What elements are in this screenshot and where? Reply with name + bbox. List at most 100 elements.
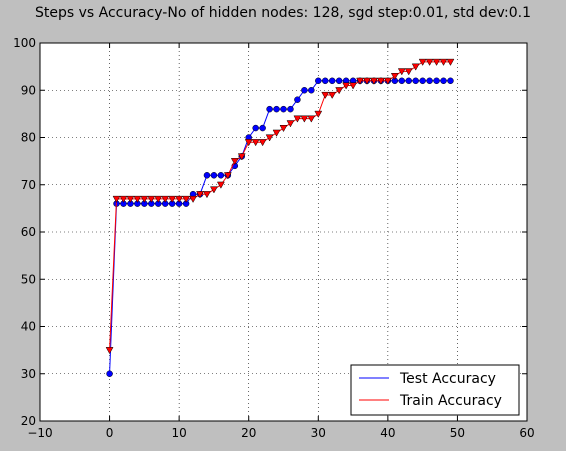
data-point-train-accuracy (161, 195, 170, 203)
data-point-test-accuracy (301, 87, 308, 94)
data-point-train-accuracy (147, 195, 156, 203)
data-point-train-accuracy (175, 195, 184, 203)
data-point-train-accuracy (105, 347, 114, 355)
y-tick-label: 80 (21, 131, 36, 145)
x-tick-label: −10 (27, 426, 52, 440)
y-tick-label: 100 (13, 36, 36, 50)
data-point-train-accuracy (223, 172, 232, 180)
data-point-train-accuracy (293, 115, 302, 123)
data-point-train-accuracy (363, 77, 371, 85)
x-tick-label: 20 (241, 426, 256, 440)
legend-box (350, 364, 520, 416)
data-point-train-accuracy (307, 115, 316, 123)
y-tick-label: 30 (21, 367, 36, 381)
x-tick-label: 60 (519, 426, 534, 440)
ticks: −10 0 10 20 30 40 50 60 20 30 40 50 60 70 80 90 100 (13, 36, 535, 440)
data-point-train-accuracy (279, 125, 288, 133)
y-tick-label: 70 (21, 178, 36, 192)
data-point-train-accuracy (321, 91, 330, 99)
x-tick-label: 40 (380, 426, 395, 440)
data-point-test-accuracy (447, 77, 454, 85)
data-point-test-accuracy (321, 77, 329, 85)
data-point-train-accuracy (216, 181, 225, 189)
data-point-train-accuracy (133, 195, 142, 203)
y-tick-label: 90 (21, 83, 36, 97)
data-point-train-accuracy (258, 139, 267, 147)
chart-title: Steps vs Accuracy-No of hidden nodes: 12… (35, 5, 531, 21)
series-train-accuracy (105, 58, 455, 355)
data-point-test-accuracy (106, 370, 113, 377)
data-point-train-accuracy (328, 91, 337, 99)
x-tick-label: 30 (311, 426, 326, 440)
legend-label-test-accuracy: Test Accuracy (399, 371, 496, 387)
data-point-train-accuracy (203, 191, 211, 199)
data-point-train-accuracy (230, 158, 239, 166)
data-point-test-accuracy (433, 77, 440, 85)
data-point-test-accuracy (398, 77, 406, 85)
data-point-train-accuracy (237, 153, 246, 161)
data-point-train-accuracy (154, 195, 163, 203)
data-point-train-accuracy (300, 115, 309, 123)
data-point-test-accuracy (259, 124, 266, 132)
data-point-train-accuracy (251, 139, 260, 147)
data-point-train-accuracy (418, 58, 427, 66)
data-point-train-accuracy (140, 195, 149, 203)
data-point-train-accuracy (335, 87, 344, 95)
data-point-test-accuracy (412, 77, 419, 85)
data-point-test-accuracy (294, 96, 301, 103)
data-point-train-accuracy (286, 120, 295, 128)
data-point-train-accuracy (376, 77, 385, 85)
data-point-test-accuracy (308, 87, 315, 94)
data-point-test-accuracy (203, 172, 211, 179)
data-point-train-accuracy (314, 110, 323, 118)
data-point-train-accuracy (342, 82, 351, 90)
data-point-train-accuracy (265, 134, 274, 142)
data-point-train-accuracy (370, 77, 378, 85)
data-point-test-accuracy (252, 124, 259, 132)
plot-area (40, 43, 527, 421)
data-point-test-accuracy (210, 172, 218, 179)
data-point-train-accuracy (432, 58, 441, 66)
x-tick-label: 50 (450, 426, 465, 440)
data-point-test-accuracy (328, 77, 336, 85)
series-layer (105, 58, 455, 377)
data-point-train-accuracy (210, 186, 218, 194)
data-point-train-accuracy (182, 195, 191, 203)
y-tick-label: 60 (21, 225, 36, 239)
data-point-test-accuracy (440, 77, 447, 85)
x-tick-label: 0 (106, 426, 114, 440)
legend-label-train-accuracy: Train Accuracy (399, 393, 502, 409)
data-point-train-accuracy (168, 195, 177, 203)
data-point-train-accuracy (112, 195, 121, 203)
data-point-train-accuracy (411, 63, 420, 71)
data-point-test-accuracy (273, 105, 280, 113)
data-point-train-accuracy (126, 195, 135, 203)
series-test-accuracy (106, 77, 454, 377)
data-point-test-accuracy (287, 105, 294, 113)
data-point-train-accuracy (404, 68, 413, 76)
data-point-train-accuracy (189, 195, 197, 203)
data-point-test-accuracy (280, 105, 287, 113)
data-point-train-accuracy (356, 77, 364, 85)
data-point-train-accuracy (349, 82, 357, 90)
y-tick-label: 20 (21, 414, 36, 428)
data-point-train-accuracy (119, 195, 128, 203)
data-point-test-accuracy (335, 77, 343, 85)
data-point-train-accuracy (439, 58, 448, 66)
data-point-test-accuracy (405, 77, 412, 85)
data-point-test-accuracy (315, 77, 322, 85)
data-point-train-accuracy (272, 129, 281, 137)
data-point-train-accuracy (446, 58, 455, 66)
data-point-train-accuracy (196, 191, 204, 199)
legend: Test Accuracy Train Accuracy (350, 364, 520, 416)
data-point-train-accuracy (425, 58, 434, 66)
data-point-train-accuracy (397, 68, 406, 76)
y-tick-label: 40 (21, 320, 36, 334)
data-point-train-accuracy (244, 139, 253, 147)
data-point-train-accuracy (383, 77, 392, 85)
data-point-train-accuracy (390, 73, 399, 81)
x-tick-label: 10 (172, 426, 187, 440)
data-point-test-accuracy (426, 77, 433, 85)
